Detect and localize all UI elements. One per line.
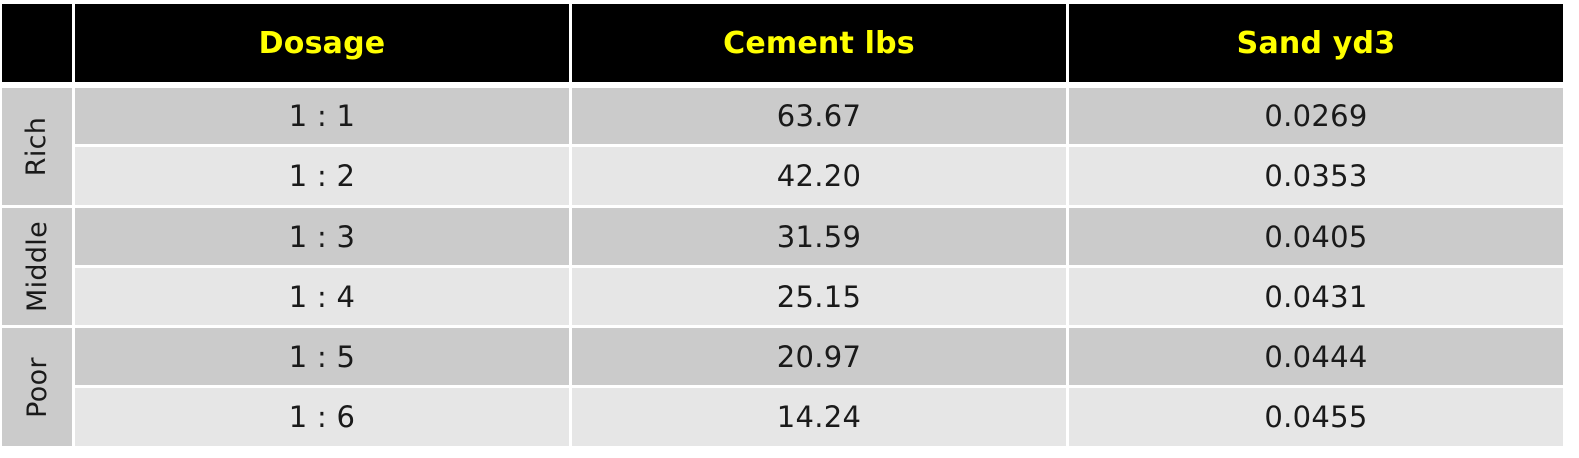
header-corner-cell <box>2 4 72 82</box>
header-sand: Sand yd3 <box>1069 4 1563 82</box>
group-label-rich: Rich <box>2 88 72 205</box>
table-row-4-dosage: 1 : 4 <box>75 268 569 325</box>
group-label-rich-text: Rich <box>21 116 53 177</box>
table-row-1-cement: 63.67 <box>572 88 1066 144</box>
group-label-poor: Poor <box>2 328 72 446</box>
table-row-6-sand: 0.0455 <box>1069 388 1563 446</box>
table-row-3-dosage: 1 : 3 <box>75 208 569 265</box>
table-row-2-sand: 0.0353 <box>1069 147 1563 205</box>
table-row-3-cement: 31.59 <box>572 208 1066 265</box>
table-row-4-sand: 0.0431 <box>1069 268 1563 325</box>
group-label-middle-text: Middle <box>21 221 53 312</box>
table-row-5-dosage: 1 : 5 <box>75 328 569 385</box>
table-row-1-dosage: 1 : 1 <box>75 88 569 144</box>
table-row-5-sand: 0.0444 <box>1069 328 1563 385</box>
table-row-6-dosage: 1 : 6 <box>75 388 569 446</box>
table-row-5-cement: 20.97 <box>572 328 1066 385</box>
header-cement: Cement lbs <box>572 4 1066 82</box>
header-dosage: Dosage <box>75 4 569 82</box>
group-label-middle: Middle <box>2 208 72 325</box>
table-row-4-cement: 25.15 <box>572 268 1066 325</box>
table-row-6-cement: 14.24 <box>572 388 1066 446</box>
table-row-2-dosage: 1 : 2 <box>75 147 569 205</box>
table-row-2-cement: 42.20 <box>572 147 1066 205</box>
table-row-3-sand: 0.0405 <box>1069 208 1563 265</box>
table-row-1-sand: 0.0269 <box>1069 88 1563 144</box>
group-label-poor-text: Poor <box>21 356 53 418</box>
